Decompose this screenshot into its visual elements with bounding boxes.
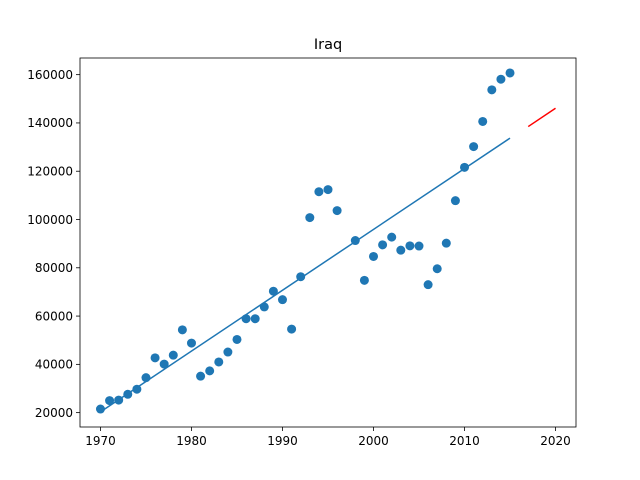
data-point (478, 116, 488, 126)
data-point (323, 185, 333, 195)
data-point (496, 74, 506, 84)
y-tick-label: 140000 (27, 116, 73, 130)
data-point (114, 395, 124, 405)
data-point (460, 162, 470, 172)
data-point (214, 357, 224, 367)
data-point (350, 236, 360, 246)
data-point (432, 264, 442, 274)
data-point (159, 359, 169, 369)
plot-area (95, 68, 556, 414)
data-point (259, 302, 269, 312)
data-point (123, 389, 133, 399)
data-point (405, 241, 415, 251)
data-point (241, 314, 251, 324)
trend-line (100, 137, 511, 413)
x-tick-label: 2010 (449, 434, 480, 448)
x-tick-label: 1990 (267, 434, 298, 448)
data-point (332, 206, 342, 216)
data-point (296, 272, 306, 282)
data-point (287, 324, 297, 334)
data-point (359, 275, 369, 285)
x-tick-label: 2020 (540, 434, 571, 448)
data-point (168, 350, 178, 360)
chart-title: Iraq (314, 37, 342, 53)
data-point (441, 238, 451, 248)
data-point (250, 314, 260, 324)
data-point (305, 213, 315, 223)
data-point (268, 286, 278, 296)
data-point (469, 142, 479, 152)
data-point (314, 187, 324, 197)
data-point (414, 241, 424, 251)
y-tick-label: 60000 (35, 309, 73, 323)
x-tick-label: 1970 (85, 434, 116, 448)
data-point (196, 371, 206, 381)
y-tick-label: 160000 (27, 68, 73, 82)
y-tick-label: 40000 (35, 358, 73, 372)
axes-frame (79, 57, 577, 428)
data-point (150, 353, 160, 363)
data-point (450, 196, 460, 206)
y-axis: 20000 40000 60000 80000 100000 120000 140000 16… (27, 68, 80, 420)
data-point (186, 338, 196, 348)
data-point (369, 251, 379, 261)
x-axis: 1970 1980 1990 2000 2010 2020 (85, 427, 571, 448)
data-point (277, 295, 287, 305)
data-point (232, 334, 242, 344)
forecast-line (527, 107, 556, 128)
x-tick-label: 2000 (358, 434, 389, 448)
data-point (132, 384, 142, 394)
data-point (423, 280, 433, 290)
data-point (378, 240, 388, 250)
data-point (223, 347, 233, 357)
y-tick-label: 20000 (35, 406, 73, 420)
data-point (105, 396, 115, 406)
data-point (387, 232, 397, 242)
data-point (177, 325, 187, 335)
y-tick-label: 100000 (27, 213, 73, 227)
data-point (487, 85, 497, 95)
y-tick-label: 120000 (27, 165, 73, 179)
data-point (505, 68, 515, 78)
x-tick-label: 1980 (176, 434, 207, 448)
data-point (205, 366, 215, 376)
data-point (95, 404, 105, 414)
y-tick-label: 80000 (35, 261, 73, 275)
data-point (141, 373, 151, 383)
data-point (396, 245, 406, 255)
